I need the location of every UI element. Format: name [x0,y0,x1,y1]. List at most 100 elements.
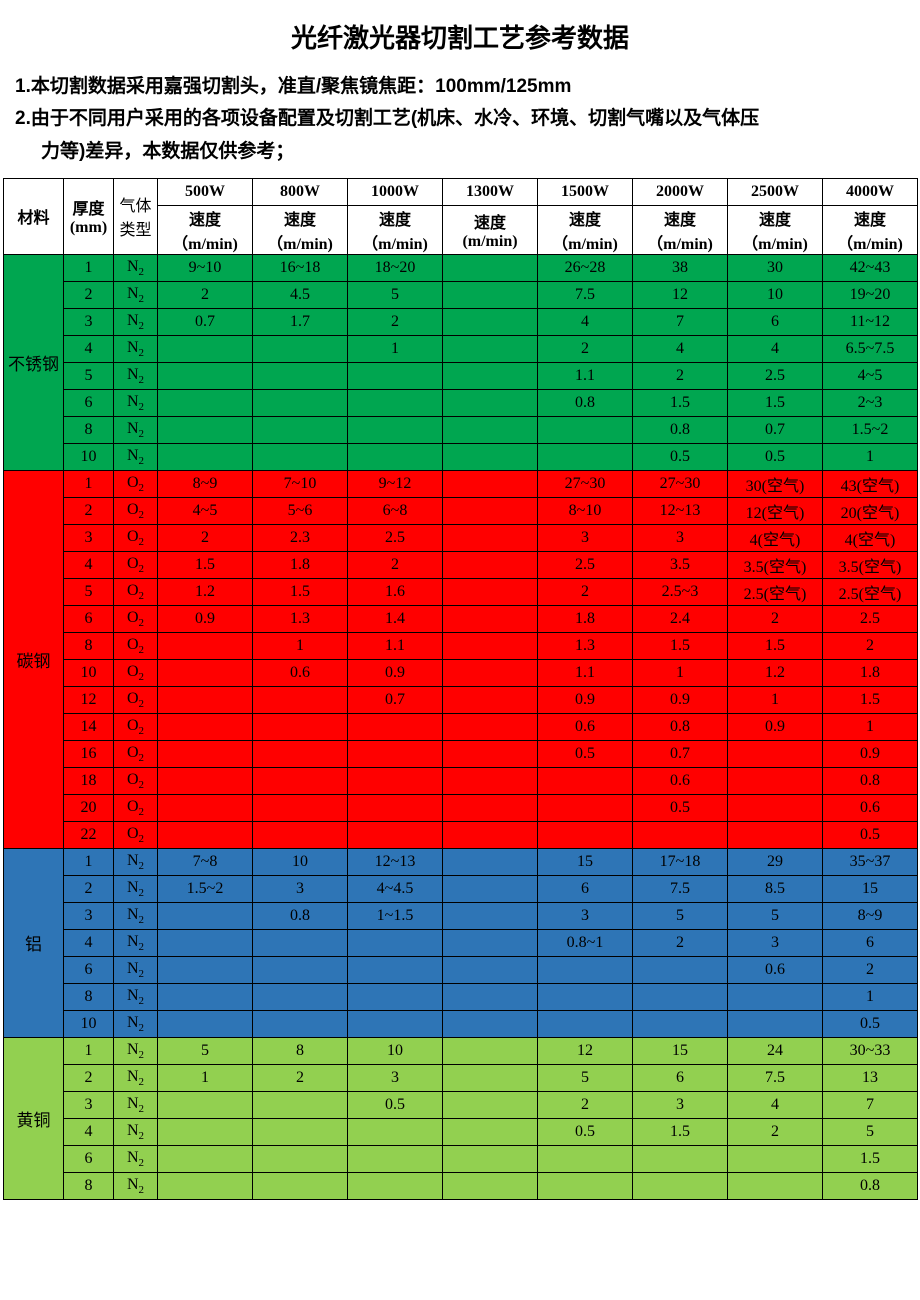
table-row: 20O20.50.6 [4,794,918,821]
table-row: 4N20.8~1236 [4,929,918,956]
speed-cell: 1 [253,632,348,659]
speed-cell [158,767,253,794]
table-row: 6N20.81.51.52~3 [4,389,918,416]
speed-cell: 3 [633,1091,728,1118]
col-header: 2000W [633,178,728,205]
speed-cell [728,1172,823,1199]
speed-cell: 0.8~1 [538,929,633,956]
speed-cell: 1 [823,713,918,740]
speed-cell: 0.6 [633,767,728,794]
speed-cell [158,740,253,767]
speed-cell: 0.8 [823,767,918,794]
material-cell: 黄铜 [4,1037,64,1199]
speed-cell: 15 [823,875,918,902]
gas-cell: N2 [114,902,158,929]
speed-cell: 0.7 [158,308,253,335]
speed-cell [158,821,253,848]
speed-cell [253,1091,348,1118]
speed-cell: 0.7 [728,416,823,443]
speed-cell [348,821,443,848]
thickness-cell: 8 [64,983,114,1010]
speed-cell [348,767,443,794]
thickness-cell: 3 [64,524,114,551]
speed-cell: 15 [633,1037,728,1064]
speed-cell [348,389,443,416]
speed-cell [158,929,253,956]
speed-cell [538,767,633,794]
table-header: 材料厚度(mm)气体类型500W800W1000W1300W1500W2000W… [4,178,918,254]
gas-cell: O2 [114,632,158,659]
gas-cell: O2 [114,524,158,551]
speed-cell [158,416,253,443]
speed-cell: 1.1 [538,659,633,686]
gas-cell: N2 [114,389,158,416]
speed-cell: 1~1.5 [348,902,443,929]
speed-cell: 3.5(空气) [728,551,823,578]
speed-cell: 30~33 [823,1037,918,1064]
thickness-cell: 2 [64,497,114,524]
col-header: 500W [158,178,253,205]
speed-cell: 7.5 [633,875,728,902]
speed-cell: 0.9 [348,659,443,686]
speed-cell: 4.5 [253,281,348,308]
thickness-cell: 1 [64,848,114,875]
speed-cell [253,1172,348,1199]
speed-cell: 0.6 [823,794,918,821]
speed-cell: 4~5 [823,362,918,389]
speed-cell: 1.3 [538,632,633,659]
speed-cell: 4 [728,1091,823,1118]
table-row: 22O20.5 [4,821,918,848]
speed-cell [348,794,443,821]
speed-cell: 2 [538,335,633,362]
gas-cell: O2 [114,605,158,632]
table-row: 6N21.5 [4,1145,918,1172]
thickness-cell: 4 [64,335,114,362]
speed-cell [158,1118,253,1145]
speed-cell: 10 [348,1037,443,1064]
speed-cell [443,983,538,1010]
speed-cell: 3 [253,875,348,902]
gas-cell: O2 [114,713,158,740]
speed-cell [443,254,538,281]
col-header: 厚度(mm) [64,178,114,254]
col-header: 1300W [443,178,538,205]
table-row: 18O20.60.8 [4,767,918,794]
speed-cell [633,1172,728,1199]
speed-cell [728,1145,823,1172]
speed-cell: 2.4 [633,605,728,632]
speed-cell: 4 [633,335,728,362]
speed-cell: 1.7 [253,308,348,335]
speed-cell: 11~12 [823,308,918,335]
table-row: 3O222.32.5334(空气)4(空气) [4,524,918,551]
speed-cell: 2~3 [823,389,918,416]
table-row: 2O24~55~66~88~1012~1312(空气)20(空气) [4,497,918,524]
speed-cell: 0.6 [728,956,823,983]
speed-cell [158,389,253,416]
speed-cell [158,1145,253,1172]
speed-cell: 0.5 [538,740,633,767]
table-row: 2N2123567.513 [4,1064,918,1091]
thickness-cell: 8 [64,1172,114,1199]
thickness-cell: 6 [64,1145,114,1172]
speed-cell: 1.5 [633,632,728,659]
table-row: 10N20.50.51 [4,443,918,470]
speed-cell [443,1064,538,1091]
thickness-cell: 6 [64,605,114,632]
speed-cell [253,767,348,794]
speed-cell: 10 [253,848,348,875]
speed-cell [728,767,823,794]
thickness-cell: 22 [64,821,114,848]
speed-cell: 5 [158,1037,253,1064]
speed-cell [253,416,348,443]
speed-cell: 1.5~2 [823,416,918,443]
table-row: 4O21.51.822.53.53.5(空气)3.5(空气) [4,551,918,578]
speed-cell: 4(空气) [823,524,918,551]
col-header: 速度（m/min) [538,205,633,254]
thickness-cell: 6 [64,389,114,416]
speed-cell [443,443,538,470]
speed-cell: 1 [823,443,918,470]
speed-cell [443,767,538,794]
thickness-cell: 4 [64,551,114,578]
speed-cell: 2.5 [348,524,443,551]
speed-cell: 5 [823,1118,918,1145]
